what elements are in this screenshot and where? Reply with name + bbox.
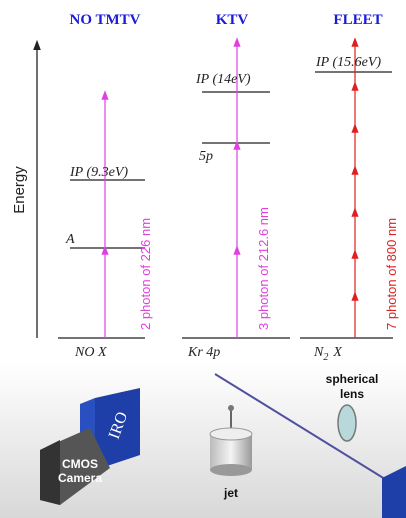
label: 2	[323, 352, 328, 363]
camera-label: Camera	[58, 471, 102, 485]
ground-label: NO X	[74, 345, 107, 360]
lens-label: lens	[340, 387, 364, 401]
axis-label: Energy	[11, 166, 28, 214]
column-title: NO TMTV	[70, 12, 141, 28]
jet: jet	[209, 405, 253, 500]
column-title: KTV	[216, 12, 249, 28]
camera: IRO CMOS Camera	[40, 388, 140, 505]
level-label: 5p	[199, 149, 213, 164]
photon-label: 3 photon of 212.6 nm	[256, 207, 271, 330]
label: N	[313, 345, 324, 360]
laser-beam	[214, 373, 406, 493]
laser-optics	[382, 466, 406, 518]
ground-label: N2 X	[313, 345, 342, 363]
level-label: A	[65, 232, 75, 247]
photon-label: 7 photon of 800 nm	[384, 218, 399, 330]
lens: spherical lens	[326, 372, 379, 442]
label: X	[332, 345, 342, 360]
level-label: IP (9.3eV)	[69, 165, 128, 180]
camera-label: CMOS	[62, 457, 98, 471]
label: jet	[223, 486, 238, 500]
ground-label: Kr 4p	[187, 345, 220, 360]
level-label: IP (14eV)	[195, 72, 251, 87]
column-title: FLEET	[333, 12, 382, 28]
level-label: IP (15.6eV)	[315, 55, 381, 70]
photon-label: 2 photon of 226 nm	[138, 218, 153, 330]
lens-label: spherical	[326, 372, 379, 386]
